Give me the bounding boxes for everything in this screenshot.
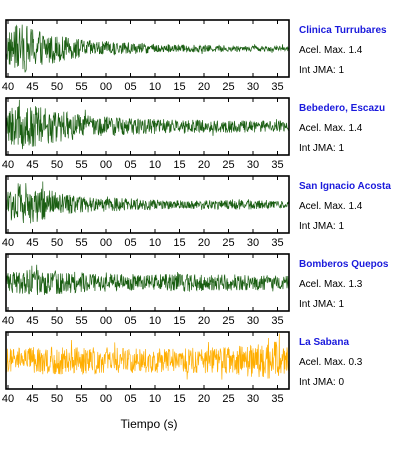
panel-frame-2 xyxy=(5,175,290,234)
max-acceleration-1: Acel. Max. 1.4 xyxy=(299,123,363,134)
x-tick-label-2-10: 30 xyxy=(247,237,259,249)
x-tick-label-4-1: 45 xyxy=(26,393,38,405)
x-tick-label-3-3: 55 xyxy=(75,315,87,327)
x-tick-label-0-7: 15 xyxy=(173,81,185,93)
jma-intensity-2: Int JMA: 1 xyxy=(299,221,344,232)
x-tick-label-0-11: 35 xyxy=(271,81,283,93)
jma-intensity-0: Int JMA: 1 xyxy=(299,65,344,76)
waveform-trace-2 xyxy=(5,181,290,224)
jma-intensity-4: Int JMA: 0 xyxy=(299,377,344,388)
x-tick-label-2-0: 40 xyxy=(2,237,14,249)
x-tick-label-4-9: 25 xyxy=(222,393,234,405)
x-tick-label-1-2: 50 xyxy=(51,159,63,171)
x-tick-label-2-4: 00 xyxy=(100,237,112,249)
panel-frame-1 xyxy=(5,97,290,156)
x-tick-label-4-11: 35 xyxy=(271,393,283,405)
max-acceleration-2: Acel. Max. 1.4 xyxy=(299,201,363,212)
x-tick-label-2-11: 35 xyxy=(271,237,283,249)
x-axis-label: Tiempo (s) xyxy=(121,417,178,431)
x-tick-label-4-6: 10 xyxy=(149,393,161,405)
x-tick-label-3-11: 35 xyxy=(271,315,283,327)
panel-frame-0 xyxy=(5,19,290,78)
station-name-1: Bebedero, Escazu xyxy=(299,103,385,114)
x-tick-label-1-9: 25 xyxy=(222,159,234,171)
x-tick-label-2-3: 55 xyxy=(75,237,87,249)
jma-intensity-3: Int JMA: 1 xyxy=(299,299,344,310)
x-tick-label-1-10: 30 xyxy=(247,159,259,171)
station-name-0: Clinica Turrubares xyxy=(299,25,387,36)
x-tick-label-2-9: 25 xyxy=(222,237,234,249)
x-tick-label-0-5: 05 xyxy=(124,81,136,93)
x-tick-label-4-2: 50 xyxy=(51,393,63,405)
max-acceleration-0: Acel. Max. 1.4 xyxy=(299,45,363,56)
panel-frame-4 xyxy=(5,331,290,390)
waveform-trace-1 xyxy=(5,99,290,150)
x-tick-label-4-7: 15 xyxy=(173,393,185,405)
x-tick-label-3-0: 40 xyxy=(2,315,14,327)
x-tick-label-1-11: 35 xyxy=(271,159,283,171)
station-name-4: La Sabana xyxy=(299,337,349,348)
x-tick-label-0-1: 45 xyxy=(26,81,38,93)
x-tick-label-0-2: 50 xyxy=(51,81,63,93)
x-tick-label-1-8: 20 xyxy=(198,159,210,171)
x-tick-label-3-5: 05 xyxy=(124,315,136,327)
station-name-2: San Ignacio Acosta xyxy=(299,181,391,192)
x-tick-label-0-0: 40 xyxy=(2,81,14,93)
x-tick-label-0-3: 55 xyxy=(75,81,87,93)
x-tick-label-2-5: 05 xyxy=(124,237,136,249)
x-tick-label-3-9: 25 xyxy=(222,315,234,327)
x-tick-label-3-4: 00 xyxy=(100,315,112,327)
x-tick-label-2-2: 50 xyxy=(51,237,63,249)
x-tick-label-1-1: 45 xyxy=(26,159,38,171)
x-tick-label-3-10: 30 xyxy=(247,315,259,327)
x-tick-label-3-2: 50 xyxy=(51,315,63,327)
x-tick-label-2-6: 10 xyxy=(149,237,161,249)
x-tick-label-4-0: 40 xyxy=(2,393,14,405)
x-tick-label-0-9: 25 xyxy=(222,81,234,93)
jma-intensity-1: Int JMA: 1 xyxy=(299,143,344,154)
x-tick-label-3-1: 45 xyxy=(26,315,38,327)
max-acceleration-3: Acel. Max. 1.3 xyxy=(299,279,363,290)
x-tick-label-4-3: 55 xyxy=(75,393,87,405)
x-tick-label-4-8: 20 xyxy=(198,393,210,405)
max-acceleration-4: Acel. Max. 0.3 xyxy=(299,357,363,368)
x-tick-label-1-4: 00 xyxy=(100,159,112,171)
x-tick-label-1-7: 15 xyxy=(173,159,185,171)
x-tick-label-4-10: 30 xyxy=(247,393,259,405)
x-tick-label-3-8: 20 xyxy=(198,315,210,327)
x-tick-label-1-0: 40 xyxy=(2,159,14,171)
x-tick-label-4-5: 05 xyxy=(124,393,136,405)
x-tick-label-3-7: 15 xyxy=(173,315,185,327)
x-tick-label-0-8: 20 xyxy=(198,81,210,93)
panel-frame-3 xyxy=(5,253,290,312)
waveform-trace-4 xyxy=(5,333,290,380)
x-tick-label-2-1: 45 xyxy=(26,237,38,249)
station-name-3: Bomberos Quepos xyxy=(299,259,389,270)
x-tick-label-0-6: 10 xyxy=(149,81,161,93)
x-tick-label-0-10: 30 xyxy=(247,81,259,93)
x-tick-label-1-5: 05 xyxy=(124,159,136,171)
x-tick-label-4-4: 00 xyxy=(100,393,112,405)
x-tick-label-2-7: 15 xyxy=(173,237,185,249)
x-tick-label-0-4: 00 xyxy=(100,81,112,93)
waveform-trace-3 xyxy=(5,264,290,296)
waveform-trace-0 xyxy=(5,24,290,73)
x-tick-label-2-8: 20 xyxy=(198,237,210,249)
x-tick-label-1-3: 55 xyxy=(75,159,87,171)
x-tick-label-3-6: 10 xyxy=(149,315,161,327)
x-tick-label-1-6: 10 xyxy=(149,159,161,171)
